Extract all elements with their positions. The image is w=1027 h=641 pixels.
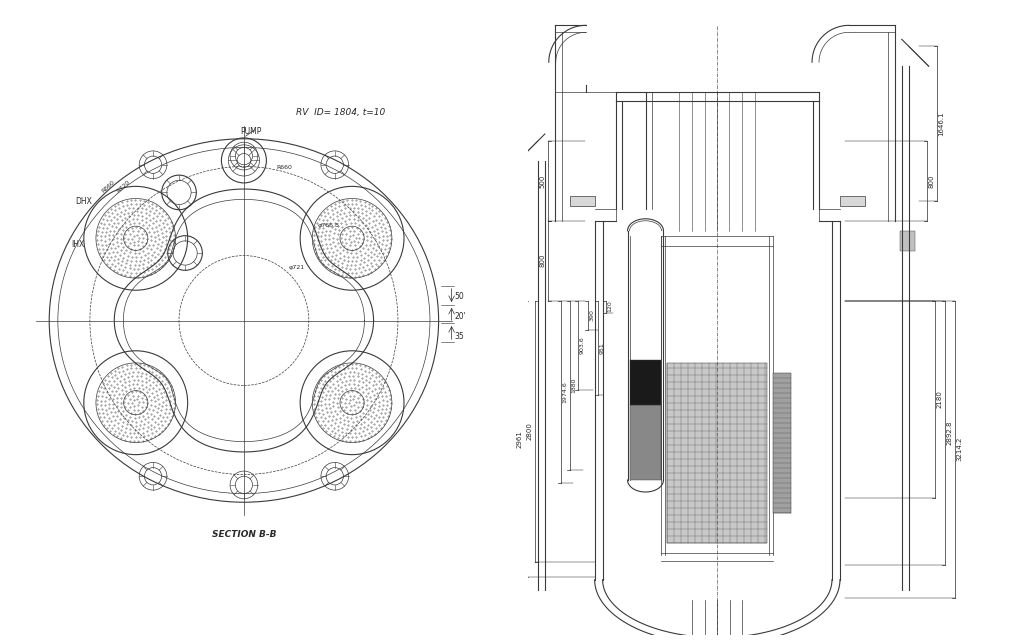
Text: 500: 500 xyxy=(540,174,545,188)
Text: φ766.8: φ766.8 xyxy=(317,223,339,228)
Text: IHX: IHX xyxy=(71,240,84,249)
Text: 20': 20' xyxy=(454,312,466,320)
Text: 1880: 1880 xyxy=(572,378,577,393)
Text: SECTION B-B: SECTION B-B xyxy=(212,530,276,539)
Bar xyxy=(570,196,595,206)
Text: 800: 800 xyxy=(540,254,545,267)
Text: R660: R660 xyxy=(101,179,116,194)
Text: 2892.8: 2892.8 xyxy=(947,420,953,445)
Bar xyxy=(630,405,661,480)
Bar xyxy=(840,196,865,206)
Text: 35: 35 xyxy=(454,331,464,340)
Text: DHX: DHX xyxy=(75,197,92,206)
Text: R720: R720 xyxy=(116,179,131,194)
Text: 1974.6: 1974.6 xyxy=(563,381,568,403)
Text: RV  ID= 1804, t=10: RV ID= 1804, t=10 xyxy=(296,108,385,117)
Bar xyxy=(773,373,791,513)
Text: 2961: 2961 xyxy=(517,429,523,447)
Text: 951: 951 xyxy=(600,342,605,354)
Bar xyxy=(900,231,915,251)
Bar xyxy=(668,363,767,543)
Text: 800: 800 xyxy=(928,174,935,188)
Text: PUMP: PUMP xyxy=(240,128,262,137)
Text: 2180: 2180 xyxy=(937,390,943,408)
Text: 1646.1: 1646.1 xyxy=(939,112,945,136)
Text: 120: 120 xyxy=(608,301,613,312)
Text: R660: R660 xyxy=(277,165,293,170)
Text: 3214.2: 3214.2 xyxy=(956,437,962,462)
Bar xyxy=(630,360,661,405)
Text: 50: 50 xyxy=(454,292,464,301)
Text: 903.6: 903.6 xyxy=(579,337,584,354)
Text: 390: 390 xyxy=(589,310,595,321)
Text: 2800: 2800 xyxy=(527,422,533,440)
Text: φ721: φ721 xyxy=(289,265,305,270)
